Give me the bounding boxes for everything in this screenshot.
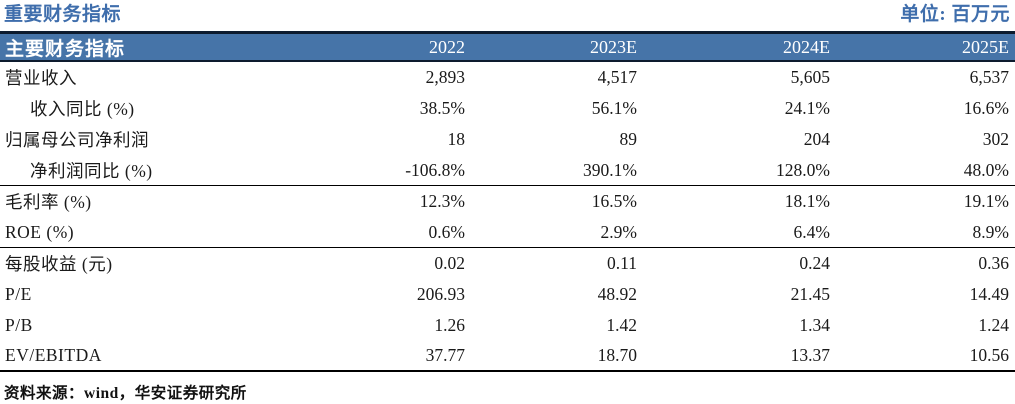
row-label: 毛利率 (%) xyxy=(5,192,92,212)
table-cell: 204 xyxy=(803,129,830,149)
row-label: P/B xyxy=(5,315,33,335)
table-cell: 48.0% xyxy=(963,159,1009,180)
table-cell: 0.11 xyxy=(607,253,637,273)
table-row-revenue-yoy: 收入同比 (%) 38.5% 56.1% 24.1% 16.6% xyxy=(0,93,1015,124)
table-cell: 10.56 xyxy=(969,345,1009,365)
table-cell: 390.1% xyxy=(583,159,637,180)
table-row-ev-ebitda: EV/EBITDA 37.77 18.70 13.37 10.56 xyxy=(0,341,1015,372)
table-cell: 56.1% xyxy=(591,98,637,118)
table-cell: 16.5% xyxy=(591,191,637,211)
table-cell: 38.5% xyxy=(419,98,465,118)
table-cell: 2,893 xyxy=(425,67,465,87)
financial-metrics-table: 主要财务指标 2022 2023E 2024E 2025E 营业收入 2,893… xyxy=(0,31,1015,372)
table-cell: 12.3% xyxy=(419,191,465,211)
table-cell: 4,517 xyxy=(597,67,637,87)
row-label: 每股收益 (元) xyxy=(5,254,113,274)
row-label: 归属母公司净利润 xyxy=(5,130,149,150)
page-title: 重要财务指标 xyxy=(4,4,122,25)
table-cell: 0.24 xyxy=(799,253,830,273)
table-row-eps: 每股收益 (元) 0.02 0.11 0.24 0.36 xyxy=(0,248,1015,279)
table-cell: 6.4% xyxy=(793,221,830,242)
table-cell: 16.6% xyxy=(963,98,1009,118)
row-label: P/E xyxy=(5,284,32,304)
table-cell: 24.1% xyxy=(784,98,830,118)
table-cell: 14.49 xyxy=(969,284,1009,304)
header-year-2022: 2022 xyxy=(429,37,465,57)
row-label: 净利润同比 (%) xyxy=(30,160,153,181)
table-row-revenue: 营业收入 2,893 4,517 5,605 6,537 xyxy=(0,62,1015,93)
table-cell: 2.9% xyxy=(600,221,637,242)
table-cell: 8.9% xyxy=(972,221,1009,242)
header-year-2023e: 2023E xyxy=(590,37,637,57)
data-source-note: 资料来源：wind，华安证券研究所 xyxy=(4,385,247,402)
table-cell: 6,537 xyxy=(969,67,1009,87)
table-cell: 18.1% xyxy=(784,191,830,211)
table-row-pe: P/E 206.93 48.92 21.45 14.49 xyxy=(0,279,1015,310)
table-cell: 18.70 xyxy=(597,345,637,365)
header-year-2024e: 2024E xyxy=(783,37,830,57)
table-row-gross-margin: 毛利率 (%) 12.3% 16.5% 18.1% 19.1% xyxy=(0,186,1015,217)
table-cell: 1.34 xyxy=(799,315,830,335)
table-cell: 1.24 xyxy=(978,315,1009,335)
row-label: ROE (%) xyxy=(5,221,75,242)
unit-label: 单位: 百万元 xyxy=(900,4,1010,25)
table-cell: 0.6% xyxy=(428,221,465,242)
table-cell: 1.26 xyxy=(434,315,465,335)
table-cell: 1.42 xyxy=(606,315,637,335)
row-label: EV/EBITDA xyxy=(5,345,102,365)
row-label: 收入同比 (%) xyxy=(30,99,135,119)
table-cell: 37.77 xyxy=(425,345,465,365)
row-label: 营业收入 xyxy=(5,68,77,88)
table-cell: 21.45 xyxy=(790,284,830,304)
title-bar: 重要财务指标 单位: 百万元 xyxy=(0,0,1015,31)
table-cell: 0.36 xyxy=(978,253,1009,273)
table-cell: 18 xyxy=(447,129,466,149)
table-cell: 128.0% xyxy=(776,159,830,180)
table-cell: 206.93 xyxy=(416,284,465,304)
table-cell: 13.37 xyxy=(790,345,830,365)
table-header-row: 主要财务指标 2022 2023E 2024E 2025E xyxy=(0,31,1015,62)
table-cell: -106.8% xyxy=(405,159,465,180)
table-row-pb: P/B 1.26 1.42 1.34 1.24 xyxy=(0,310,1015,341)
table-row-roe: ROE (%) 0.6% 2.9% 6.4% 8.9% xyxy=(0,217,1015,248)
table-cell: 89 xyxy=(619,129,638,149)
table-cell: 19.1% xyxy=(963,191,1009,211)
table-cell: 302 xyxy=(982,129,1009,149)
table-cell: 5,605 xyxy=(790,67,830,87)
table-cell: 48.92 xyxy=(597,284,637,304)
header-year-2025e: 2025E xyxy=(962,37,1009,57)
table-cell: 0.02 xyxy=(434,253,465,273)
table-row-net-profit-yoy: 净利润同比 (%) -106.8% 390.1% 128.0% 48.0% xyxy=(0,155,1015,186)
header-metric-label: 主要财务指标 xyxy=(5,39,126,60)
table-row-net-profit: 归属母公司净利润 18 89 204 302 xyxy=(0,124,1015,155)
